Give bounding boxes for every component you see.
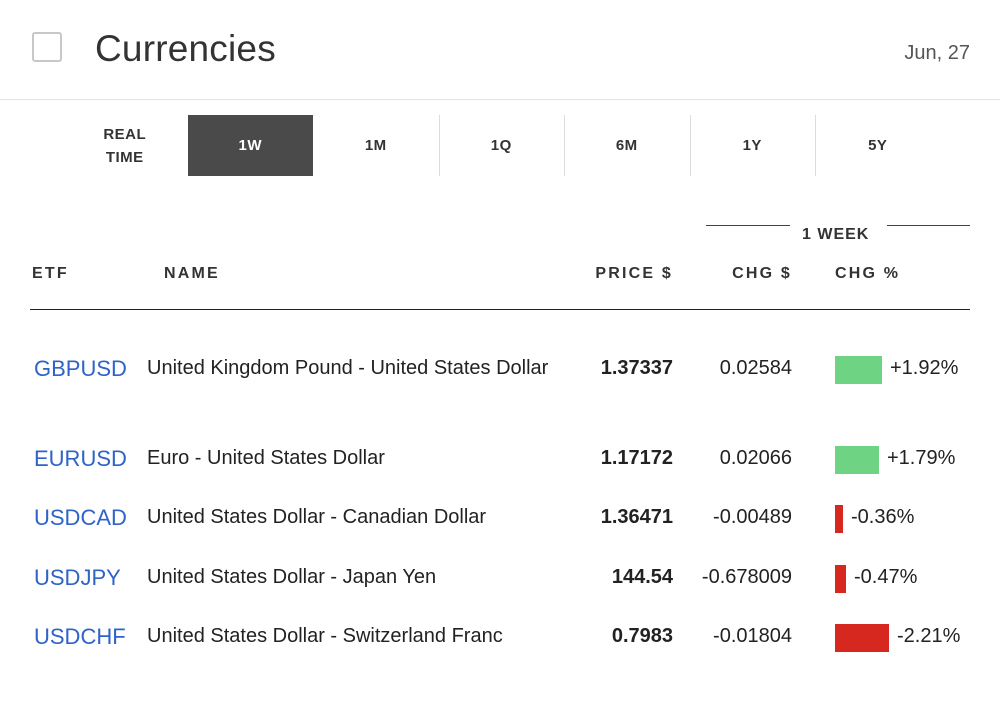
tab-real-time-line1: REAL (103, 125, 147, 143)
change-value: -0.00489 (713, 506, 792, 528)
column-header-chg-pct[interactable]: CHG % (835, 265, 901, 282)
price-value: 0.7983 (611, 625, 673, 647)
price-value: 1.17172 (600, 447, 673, 469)
change-value: 0.02584 (719, 357, 792, 379)
pair-name: United States Dollar - Switzerland Franc (147, 625, 503, 647)
change-bar (835, 565, 846, 593)
change-bar (835, 356, 882, 384)
change-bar (835, 446, 879, 474)
column-header-etf[interactable]: ETF (32, 265, 69, 282)
tab-1w[interactable]: 1W (187, 115, 313, 176)
price-value: 144.54 (611, 566, 673, 588)
price-value: 1.37337 (600, 357, 673, 379)
symbol-link[interactable]: USDCHF (34, 624, 126, 649)
change-percent: -2.21% (897, 625, 961, 647)
symbol-link[interactable]: EURUSD (34, 446, 127, 471)
change-percent: +1.79% (887, 447, 956, 469)
tab-1m[interactable]: 1M (364, 137, 387, 154)
timeframe-tabs: REAL TIME 1W 1M 1Q 6M 1Y 5Y (62, 115, 941, 176)
week-rule-right (887, 225, 970, 226)
change-percent: -0.47% (854, 566, 918, 588)
symbol-link[interactable]: USDJPY (34, 565, 121, 590)
page-title: Currencies (95, 28, 276, 69)
tab-real-time-line2: TIME (105, 148, 144, 166)
week-group-header: 1 WEEK (706, 225, 970, 245)
week-group-label: 1 WEEK (802, 226, 870, 243)
tab-6m[interactable]: 6M (564, 115, 690, 176)
change-value: 0.02066 (719, 447, 792, 469)
change-percent: -0.36% (851, 506, 915, 528)
change-value: -0.01804 (713, 625, 792, 647)
pair-name: Euro - United States Dollar (147, 447, 385, 469)
price-value: 1.36471 (600, 506, 673, 528)
change-bar (835, 505, 843, 533)
change-percent: +1.92% (890, 357, 959, 379)
header-divider (30, 309, 970, 310)
date-label: Jun, 27 (904, 42, 970, 64)
pair-name: United States Dollar - Canadian Dollar (147, 506, 487, 528)
symbol-link[interactable]: GBPUSD (34, 356, 127, 381)
column-header-price[interactable]: PRICE $ (595, 265, 673, 282)
page-header: Currencies Jun, 27 (0, 0, 1000, 100)
column-header-name[interactable]: NAME (164, 265, 220, 282)
symbol-link[interactable]: USDCAD (34, 505, 127, 530)
select-checkbox[interactable] (32, 32, 62, 62)
pair-name: United Kingdom Pound - United States Dol… (147, 357, 549, 379)
tab-1y[interactable]: 1Y (689, 115, 816, 176)
column-header-chg[interactable]: CHG $ (732, 265, 792, 282)
tab-1q[interactable]: 1Q (438, 115, 565, 176)
tab-5y[interactable]: 5Y (815, 115, 941, 176)
week-rule-left (706, 225, 790, 226)
tab-real-time[interactable]: REAL TIME (62, 115, 188, 176)
change-value: -0.678009 (701, 566, 792, 588)
change-bar (835, 624, 889, 652)
pair-name: United States Dollar - Japan Yen (147, 566, 437, 588)
